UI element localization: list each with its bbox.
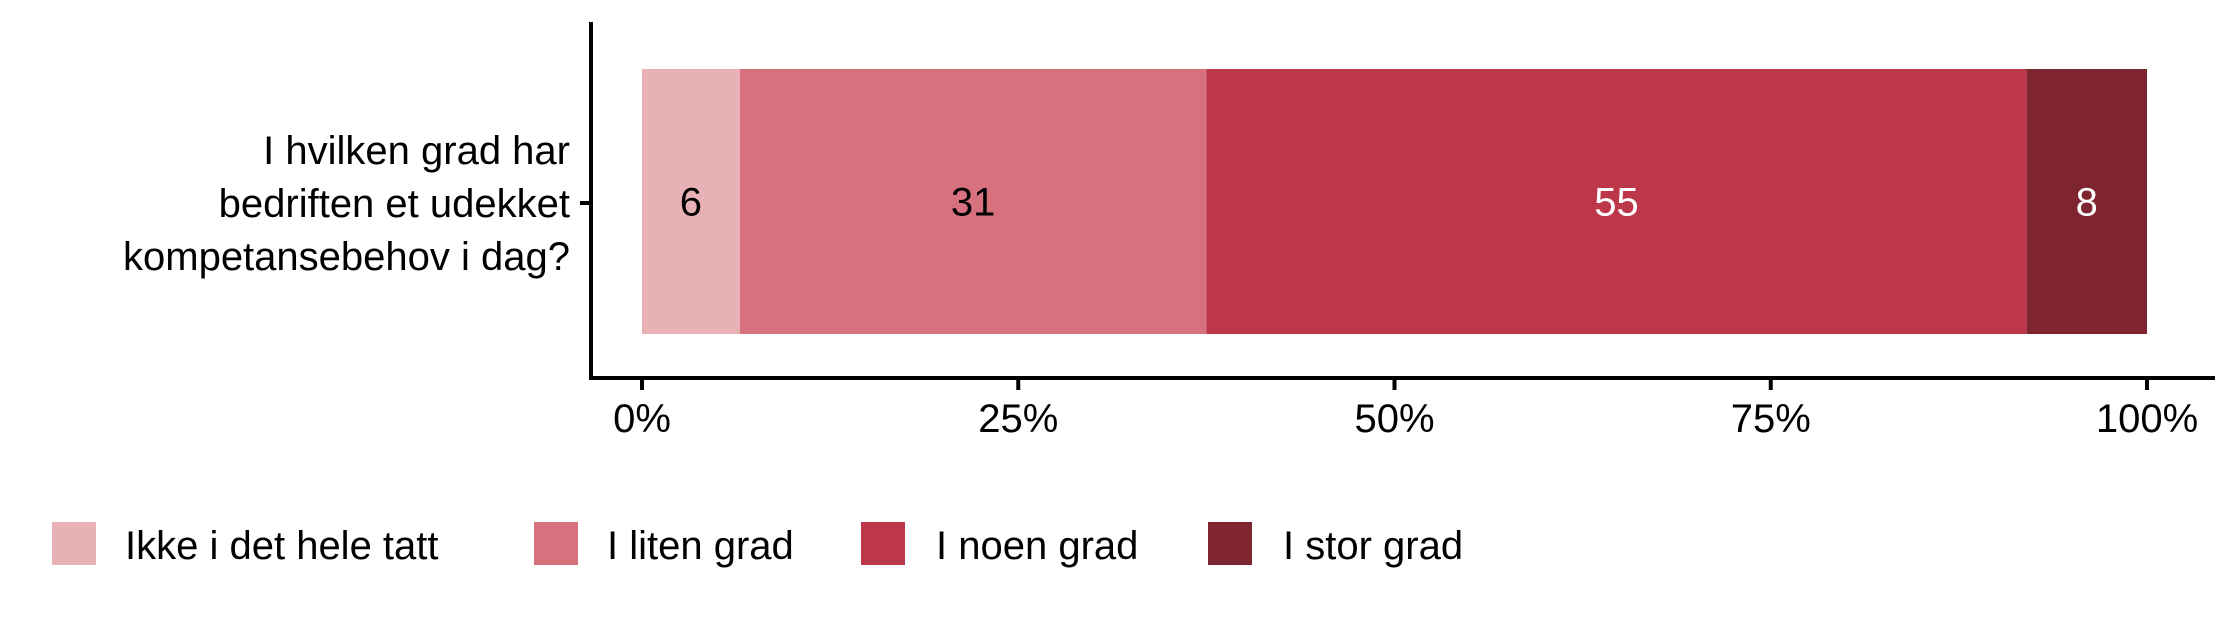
legend-swatch	[1208, 522, 1252, 565]
x-tick-label: 25%	[978, 397, 1058, 441]
y-category-label-line-1: I hvilken grad har	[263, 129, 570, 173]
y-category-label-line-3: kompetansebehov i dag?	[123, 235, 570, 279]
bar-segment-1	[642, 69, 740, 334]
legend-item-2: I liten grad	[534, 522, 794, 568]
x-tick-label: 0%	[613, 397, 671, 441]
data-label-3: 55	[1594, 181, 1639, 225]
legend-label: I liten grad	[607, 524, 794, 568]
bar-segment-4	[2026, 69, 2147, 334]
y-category-label-line-2: bedriften et udekket	[219, 182, 570, 226]
legend-label: I noen grad	[936, 524, 1138, 568]
legend-swatch	[534, 522, 578, 565]
legend-label: I stor grad	[1283, 524, 1463, 568]
bar-segment-3	[1206, 69, 2027, 334]
legend-item-4: I stor grad	[1208, 522, 1463, 568]
data-label-1: 6	[680, 181, 702, 225]
bar-segment-2	[739, 69, 1207, 334]
x-tick-label: 75%	[1731, 397, 1811, 441]
legend-label: Ikke i det hele tatt	[125, 524, 439, 568]
data-label-4: 8	[2076, 181, 2098, 225]
data-label-2: 31	[951, 181, 996, 225]
x-tick-label: 50%	[1354, 397, 1434, 441]
legend-swatch	[52, 522, 96, 565]
legend-item-3: I noen grad	[861, 522, 1138, 568]
x-tick-label: 100%	[2096, 397, 2198, 441]
legend-item-1: Ikke i det hele tatt	[52, 522, 439, 568]
legend-swatch	[861, 522, 905, 565]
